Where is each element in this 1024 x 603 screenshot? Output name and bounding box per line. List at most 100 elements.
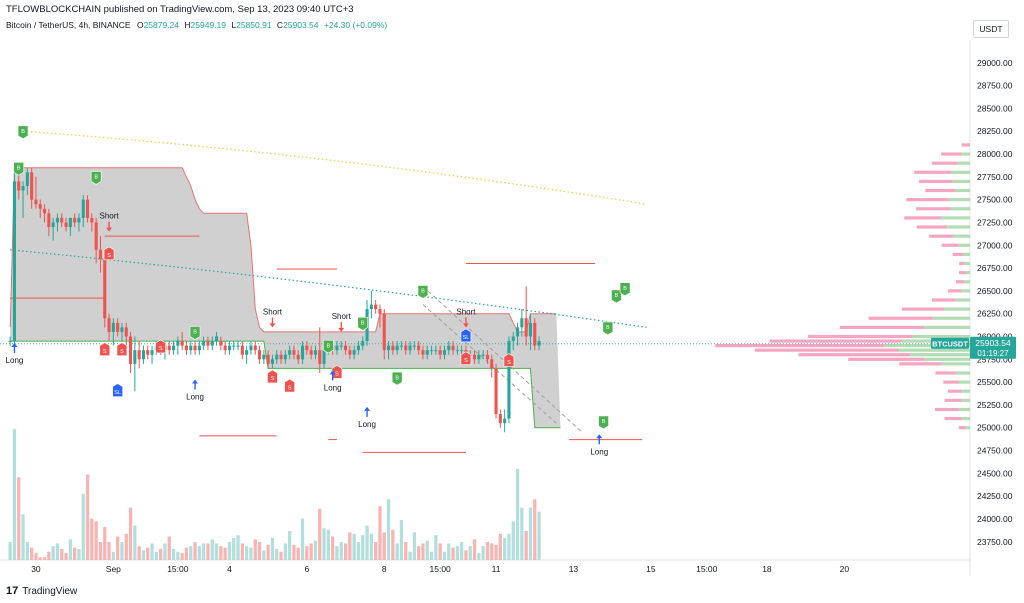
volume-bar (296, 547, 300, 560)
profile-bar-down (798, 353, 910, 357)
volume-bar (309, 543, 313, 560)
candle-body (206, 341, 210, 346)
profile-bar-down (944, 416, 962, 421)
candle-body (25, 172, 29, 186)
volume-bar (331, 536, 335, 560)
time-axis[interactable]: 30 Sep 15:00 4 6 8 15:00 11 13 15 15:00 18 20 (31, 564, 849, 574)
profile-bar-down (932, 298, 956, 302)
profile-bar-down (947, 289, 962, 293)
candle-body (421, 350, 425, 355)
profile-bar-down (904, 216, 942, 220)
signal-blue-marker (460, 328, 472, 343)
candle-body (215, 336, 219, 342)
price-tick-label: 26500.00 (977, 286, 1013, 296)
volume-bar (511, 521, 515, 560)
tradingview-logo[interactable]: 17 TradingView (6, 585, 77, 597)
profile-bar-up (884, 344, 970, 348)
profile-bar-up (924, 325, 970, 329)
volume-bar (25, 542, 29, 560)
volume-bar (232, 537, 236, 560)
volume-bar (369, 533, 373, 560)
candle-body (103, 258, 107, 319)
candle-body (116, 322, 120, 332)
profile-bar-up (955, 371, 970, 375)
volume-bar (378, 506, 382, 560)
profile-bar-down (919, 179, 953, 184)
candle-body (124, 327, 128, 337)
profile-bar-down (944, 398, 962, 402)
volume-bar (257, 542, 262, 560)
volume-bar (412, 532, 416, 560)
time-tick-label: 15:00 (696, 564, 718, 574)
price-axis[interactable]: 29000.00 28750.00 28500.00 28250.00 28000.00… (977, 58, 1013, 547)
profile-bar-up (948, 198, 970, 202)
symbol-tag-box (931, 337, 969, 349)
profile-bar-up (961, 398, 970, 402)
volume-bar (395, 543, 399, 560)
profile-bar-up (949, 207, 970, 211)
volume-bar (163, 543, 167, 560)
candle-body (180, 341, 184, 346)
profile-bar-down (958, 271, 966, 275)
trend-lines (422, 285, 583, 433)
volume-bar (348, 532, 352, 560)
candle-body (318, 350, 322, 364)
time-tick-label: 30 (31, 564, 41, 574)
trend-line (422, 285, 583, 433)
profile-bar-up (909, 353, 970, 357)
candle-body (361, 341, 365, 346)
profile-bar-up (961, 289, 970, 293)
price-tick-label: 26000.00 (977, 331, 1013, 341)
price-tick-label: 25500.00 (977, 377, 1013, 387)
candle-body (309, 350, 313, 355)
profile-bar-down (914, 170, 952, 174)
profile-bar-down (868, 316, 933, 320)
volume-bar (120, 542, 124, 560)
last-price-box (970, 336, 1016, 359)
candle-body (12, 181, 16, 342)
candle-body (485, 354, 489, 360)
volume-bar (339, 542, 343, 560)
candle-body (305, 345, 309, 351)
currency-selector[interactable]: USDT (973, 20, 1009, 38)
candle-body (438, 350, 442, 355)
volume-bar (472, 539, 477, 560)
long-label: Long (358, 420, 376, 429)
profile-bar-down (958, 426, 966, 430)
signal-letter: B (17, 165, 21, 171)
candle-body (68, 217, 72, 228)
profile-bar-down (808, 334, 913, 339)
volume-bar (128, 507, 133, 560)
long-label: Long (186, 393, 204, 402)
symbol-name: Bitcoin / TetherUS, 4h, BINANCE (6, 20, 131, 30)
volume-bar (404, 542, 408, 560)
candle-body (322, 350, 326, 364)
profile-bar-down (934, 407, 959, 412)
volume-bar (38, 557, 42, 560)
volume-bar (515, 468, 520, 560)
long-arrow-head (329, 370, 336, 375)
profile-bar-up (951, 170, 970, 174)
volume-bar (176, 551, 180, 560)
profile-bar-up (964, 261, 970, 266)
short-arrow-head (269, 323, 276, 328)
volume-bar (214, 543, 219, 560)
volume-bar (288, 531, 292, 560)
volume-bar (189, 546, 193, 560)
profile-bar-up (965, 271, 970, 275)
candle-body (47, 213, 51, 228)
volume-bar (141, 550, 146, 560)
volume-bar (464, 550, 468, 560)
candle-body (408, 345, 412, 351)
candle-body (81, 199, 85, 218)
candle-body (490, 359, 494, 369)
signal-letter: S (159, 346, 163, 352)
volume-bar (455, 546, 459, 560)
volume-bar (425, 540, 429, 560)
profile-bar-down (943, 380, 959, 384)
band-upper-line (9, 167, 557, 333)
candle-body (537, 341, 541, 346)
long-arrow-head (596, 434, 603, 439)
